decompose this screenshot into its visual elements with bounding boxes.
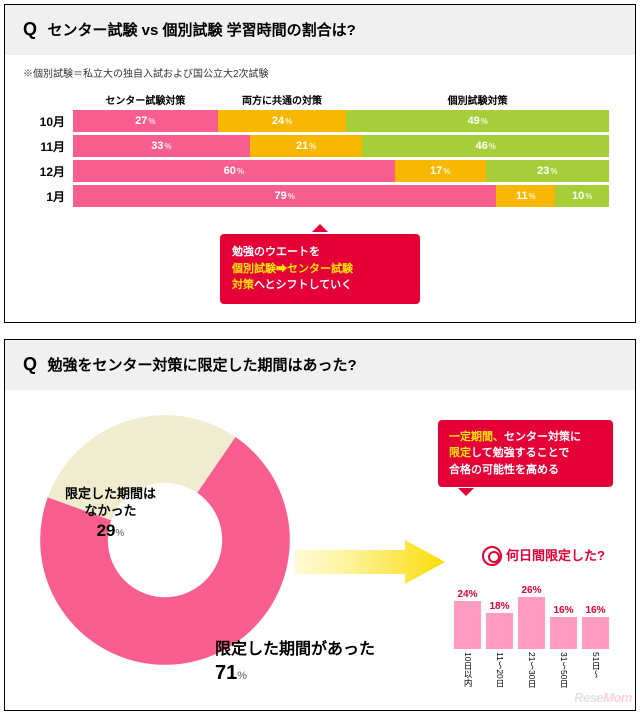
- donut-area: 限定した期間は なかった 29% 限定した期間があった 71% 一定期間、センタ…: [5, 390, 635, 710]
- callout-text: へとシフトしていく: [254, 279, 352, 291]
- bar-segment: 10%: [555, 185, 609, 207]
- column-labels: センター試験対策両方に共通の対策個別試験対策: [73, 92, 609, 107]
- stacked-bar: 27%24%49%: [73, 110, 609, 132]
- mini-bar-value: 16%: [585, 605, 605, 616]
- column-label: 両方に共通の対策: [218, 92, 347, 107]
- bar-segment: 17%: [395, 160, 486, 182]
- q2-mark: Q: [23, 354, 37, 374]
- bar-segment: 33%: [73, 135, 250, 157]
- person-icon: [482, 546, 502, 566]
- q2-callout: 一定期間、センター対策に 限定して勉強することで 合格の可能性を高める: [438, 420, 613, 488]
- mini-bar-label: 21〜30日: [527, 652, 536, 692]
- bar-segment: 46%: [362, 135, 609, 157]
- stacked-bar-row: 10月27%24%49%: [31, 110, 609, 132]
- mini-bar-value: 18%: [489, 601, 509, 612]
- arrow-icon: [295, 540, 445, 584]
- mini-bar-value: 26%: [521, 585, 541, 596]
- mini-bar-rect: [550, 617, 577, 649]
- mini-bar-chart: 24% 10日以内 18% 11〜20日 26% 21〜30日 16% 31〜50日 16% 51…: [454, 585, 609, 692]
- callout-highlight: 個別試験➡センター試験: [232, 263, 353, 275]
- mini-bar-label: 10日以内: [463, 652, 472, 692]
- mini-bar-label: 11〜20日: [495, 652, 504, 692]
- row-label: 1月: [31, 188, 73, 205]
- q1-panel: Q センター試験 vs 個別試験 学習時間の割合は? ※個別試験＝私立大の独自入…: [4, 4, 636, 323]
- column-label: 個別試験対策: [346, 92, 609, 107]
- mini-bar: 16% 51日〜: [582, 605, 609, 692]
- mini-bar: 18% 11〜20日: [486, 601, 513, 692]
- mini-bar-label: 31〜50日: [559, 652, 568, 692]
- q1-header: Q センター試験 vs 個別試験 学習時間の割合は?: [5, 5, 635, 55]
- mini-bar-value: 16%: [553, 605, 573, 616]
- callout-text: 勉強のウエートを: [232, 246, 320, 258]
- bar-segment: 79%: [73, 185, 496, 207]
- q2-panel: Q 勉強をセンター対策に限定した期間はあった? 限定した期間は なかった 29%…: [4, 339, 636, 711]
- mini-bar-label: 51日〜: [591, 652, 600, 692]
- q2-title: 勉強をセンター対策に限定した期間はあった?: [47, 357, 356, 374]
- bar-segment: 21%: [250, 135, 363, 157]
- bar-segment: 60%: [73, 160, 395, 182]
- bar-segment: 27%: [73, 110, 218, 132]
- q1-mark: Q: [23, 19, 37, 39]
- days-question: 何日間限定した?: [482, 545, 605, 567]
- bar-segment: 11%: [496, 185, 555, 207]
- watermark: ReseMom: [574, 690, 632, 705]
- mini-bar-value: 24%: [457, 589, 477, 600]
- q1-note: ※個別試験＝私立大の独自入試および国公立大2次試験: [5, 55, 635, 84]
- mini-bar: 16% 31〜50日: [550, 605, 577, 692]
- donut-yes-label: 限定した期間があった 71%: [215, 640, 375, 687]
- q2-header: Q 勉強をセンター対策に限定した期間はあった?: [5, 340, 635, 390]
- stacked-bar-row: 1月79%11%10%: [31, 185, 609, 207]
- mini-bar: 26% 21〜30日: [518, 585, 545, 692]
- column-label: センター試験対策: [73, 92, 218, 107]
- stacked-bar-row: 11月33%21%46%: [31, 135, 609, 157]
- bar-segment: 23%: [486, 160, 609, 182]
- q1-title: センター試験 vs 個別試験 学習時間の割合は?: [47, 22, 355, 39]
- mini-bar-rect: [454, 601, 481, 649]
- stacked-bar-chart: センター試験対策両方に共通の対策個別試験対策 10月27%24%49%11月33…: [5, 84, 635, 220]
- row-label: 10月: [31, 113, 73, 130]
- mini-bar-rect: [518, 597, 545, 649]
- bar-segment: 24%: [218, 110, 347, 132]
- row-label: 11月: [31, 138, 73, 155]
- stacked-bar-row: 12月60%17%23%: [31, 160, 609, 182]
- bar-segment: 49%: [346, 110, 609, 132]
- stacked-bar: 79%11%10%: [73, 185, 609, 207]
- stacked-bar: 60%17%23%: [73, 160, 609, 182]
- donut-no-label: 限定した期間は なかった 29%: [65, 485, 156, 543]
- mini-bar-rect: [486, 613, 513, 649]
- row-label: 12月: [31, 163, 73, 180]
- q1-callout: 勉強のウエートを 個別試験➡センター試験 対策へとシフトしていく: [220, 234, 420, 304]
- stacked-bar: 33%21%46%: [73, 135, 609, 157]
- mini-bar: 24% 10日以内: [454, 589, 481, 692]
- mini-bar-rect: [582, 617, 609, 649]
- callout-highlight: 対策: [232, 279, 254, 291]
